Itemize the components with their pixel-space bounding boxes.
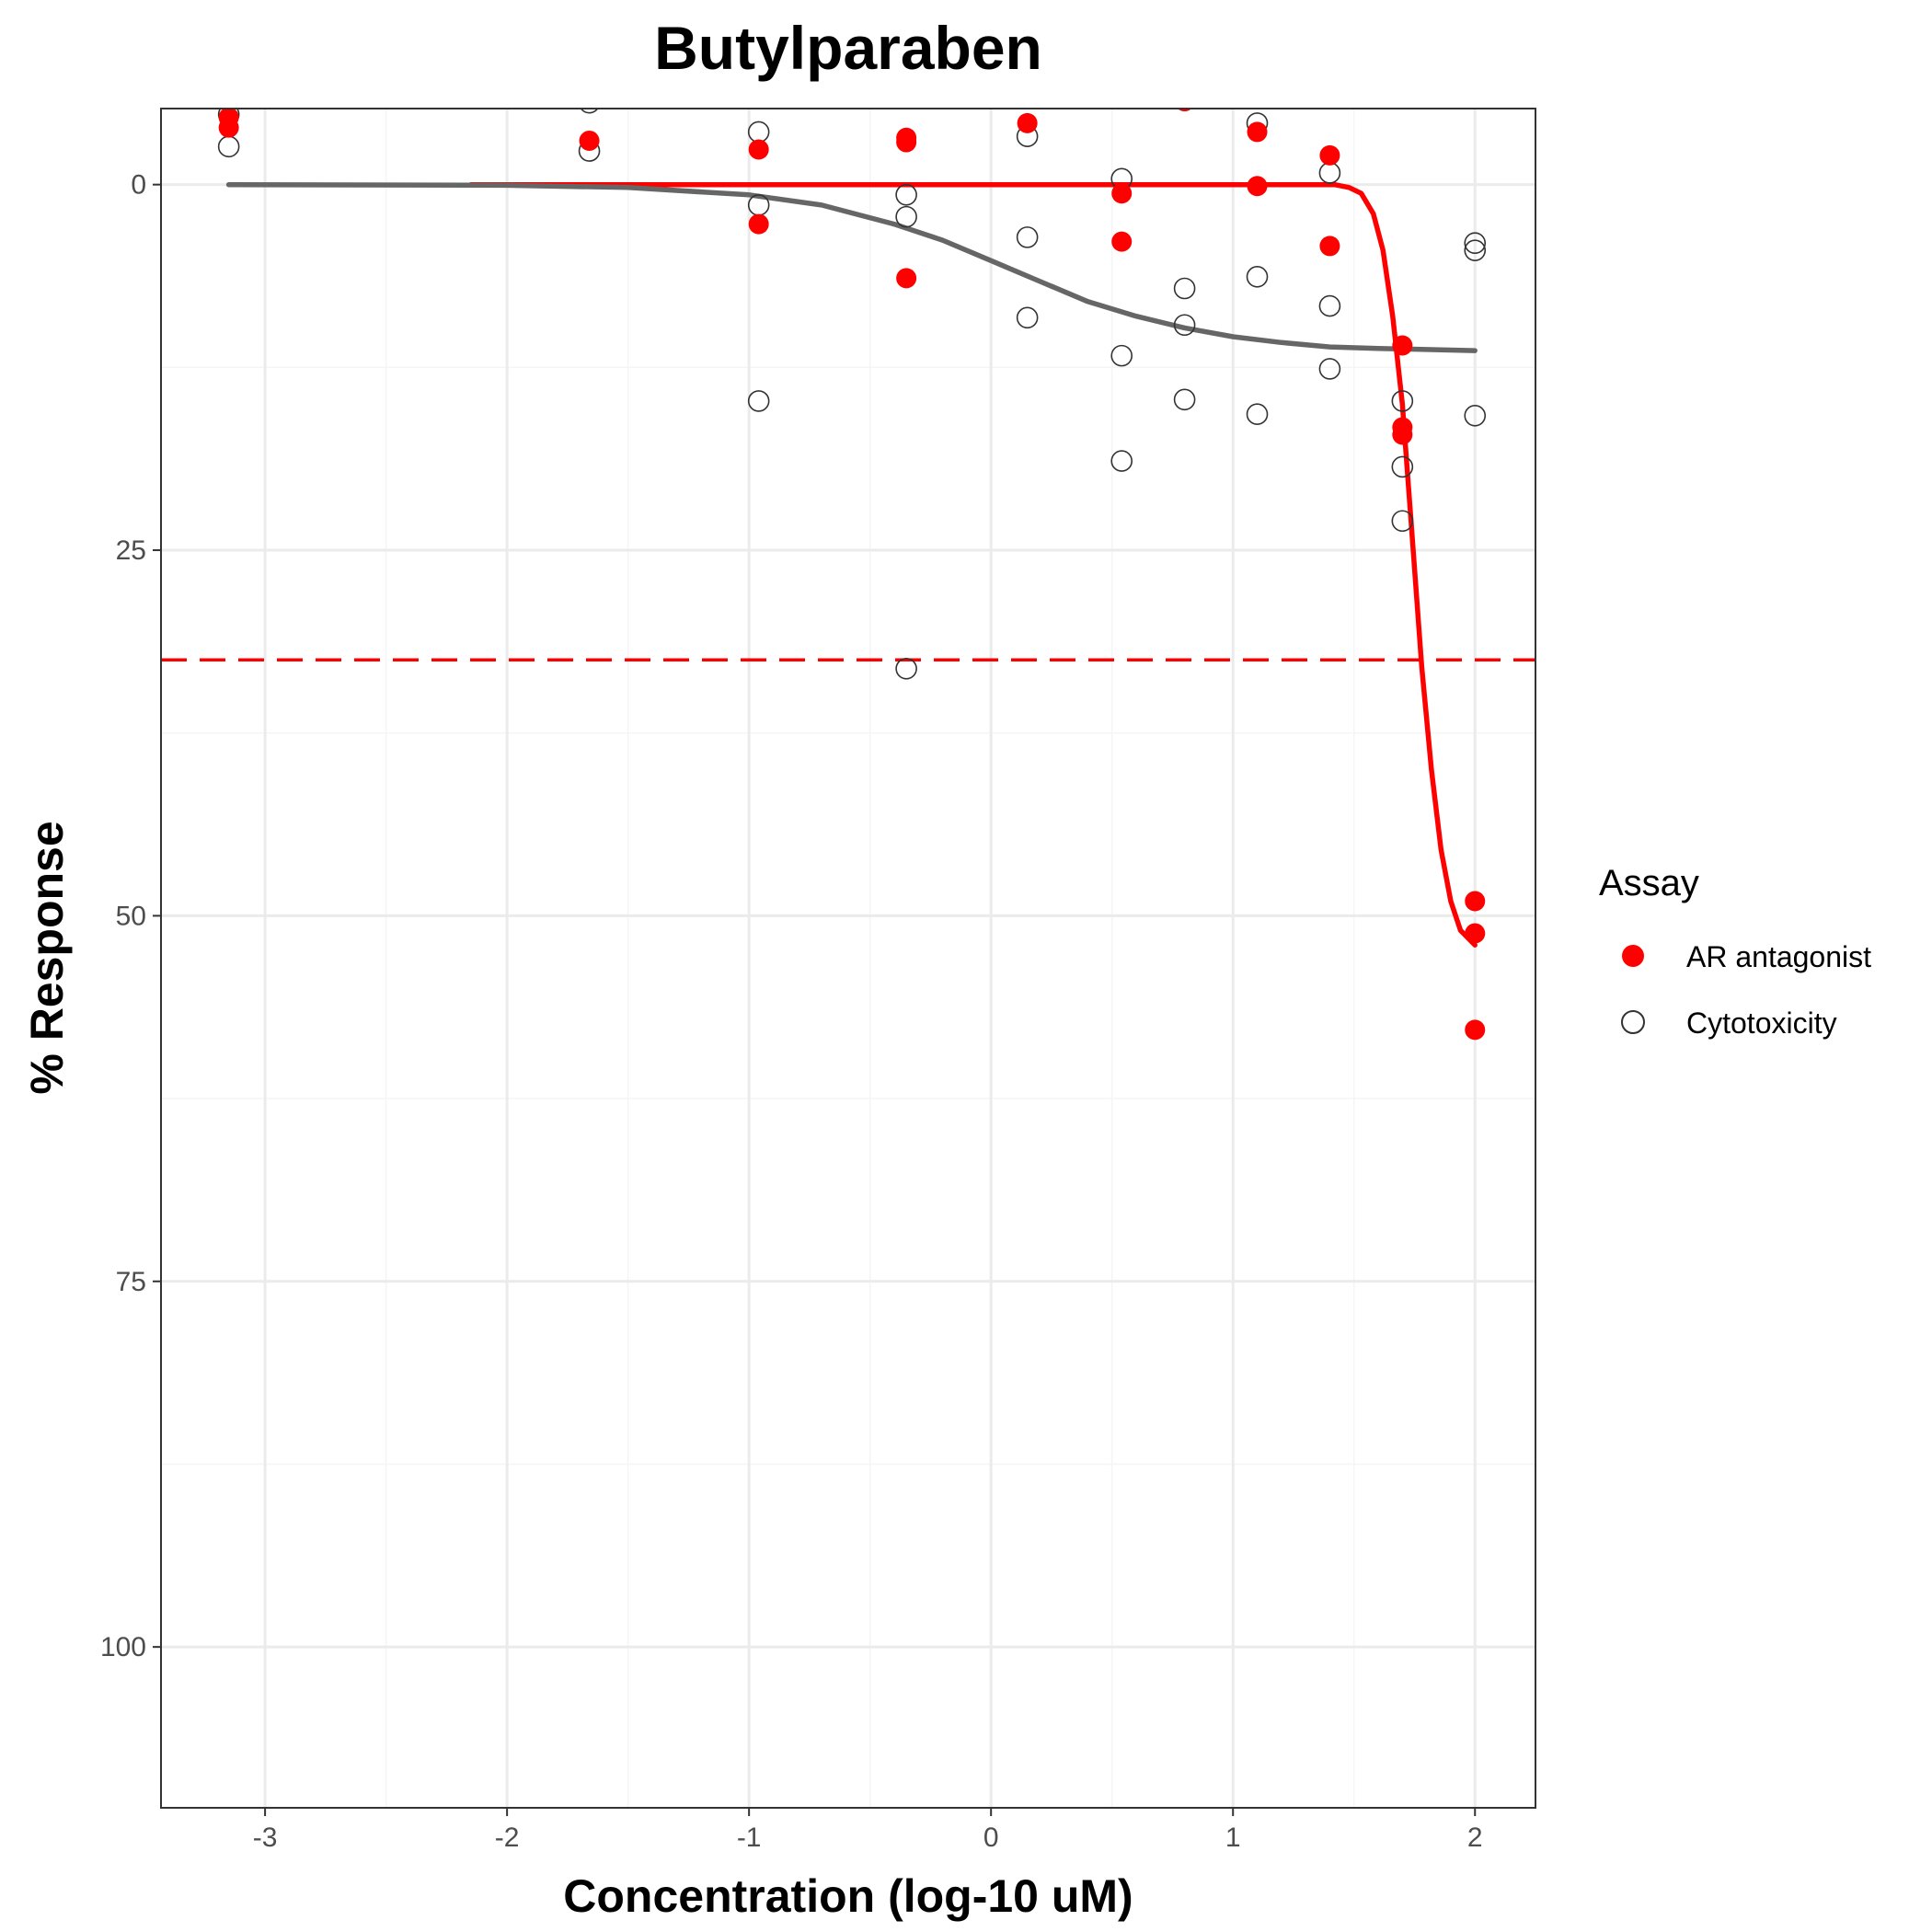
ar-antagonist-point [579,130,600,151]
ar-antagonist-point [896,132,917,153]
y-tick-label: 50 [116,901,146,931]
ar-antagonist-point [1017,112,1038,133]
ar-antagonist-point [1465,1019,1486,1041]
x-tick-label: 0 [983,1823,999,1853]
grid [161,109,1535,1808]
cytotoxicity-point [895,205,917,228]
ar-antagonist-point [1319,144,1340,166]
ar-antagonist-point [218,117,239,138]
cytotoxicity-point [1173,388,1196,411]
cytotoxicity-point [1246,265,1269,288]
legend: Assay AR antagonist Cytotoxicity [1599,863,1871,1040]
ar-antagonist-fit-curve [467,181,1478,948]
y-tick-label: 100 [100,1632,146,1662]
cytotoxicity-point [747,390,770,412]
cytotoxicity-point [1016,226,1039,248]
y-axis-ticks: 0 25 50 75 100 [100,170,161,1662]
y-tick-label: 25 [116,535,146,566]
legend-key-ar-antagonist [1622,945,1644,967]
cytotoxicity-point [1016,306,1039,329]
y-axis-title: % Response [21,821,73,1094]
ar-antagonist-point [1392,424,1413,445]
ar-antagonist-point [748,213,769,235]
cytotoxicity-point [1173,314,1196,337]
ar-antagonist-point [1392,335,1413,356]
x-axis-title: Concentration (log-10 uM) [563,1870,1133,1922]
cytotoxicity-point [1464,232,1487,255]
cytotoxicity-point [1391,390,1414,412]
chart-title: Butylparaben [654,14,1042,82]
legend-key-cytotoxicity [1621,1010,1645,1034]
cytotoxicity-point [895,183,917,206]
cytotoxicity-point [1318,162,1341,184]
cytotoxicity-point [1318,358,1341,380]
x-tick-label: -3 [253,1823,278,1853]
cytotoxicity-point [1110,344,1133,367]
y-tick-label: 75 [116,1267,146,1297]
legend-label-ar-antagonist: AR antagonist [1686,940,1871,973]
x-tick-label: 1 [1225,1823,1241,1853]
legend-title: Assay [1599,863,1699,903]
panel-border [160,108,1536,1809]
ar-antagonist-point [896,268,917,289]
cytotoxicity-point [895,657,917,680]
cytotoxicity-fit-curve [225,181,1478,353]
ar-antagonist-point [1465,891,1486,912]
cytotoxicity-point [1464,239,1487,261]
ar-antagonist-point [1247,121,1268,143]
ar-antagonist-point [1247,176,1268,197]
ar-antagonist-point [1465,923,1486,944]
ar-antagonist-point [1111,231,1133,252]
ar-antagonist-point [1319,236,1340,257]
cytotoxicity-point [1173,277,1196,300]
cytotoxicity-point [1464,404,1487,427]
ar-antagonist-point [1111,183,1133,204]
cytotoxicity-point [217,135,240,158]
y-tick-label: 0 [131,170,146,201]
curves-group [225,181,1478,948]
cytotoxicity-point [1391,510,1414,533]
ar-antagonist-point [748,139,769,160]
points-group [217,109,1487,1041]
cytotoxicity-point [747,121,770,144]
cytotoxicity-point [1246,403,1269,426]
x-axis-ticks: -3 -2 -1 0 1 2 [253,1808,1483,1853]
x-tick-label: -2 [495,1823,520,1853]
cytotoxicity-point [580,109,599,114]
legend-label-cytotoxicity: Cytotoxicity [1686,1006,1837,1040]
x-tick-label: 2 [1467,1823,1483,1853]
cytotoxicity-point [1110,450,1133,472]
cytotoxicity-point [1391,455,1414,478]
cytotoxicity-point [1318,294,1341,317]
x-tick-label: -1 [737,1823,762,1853]
